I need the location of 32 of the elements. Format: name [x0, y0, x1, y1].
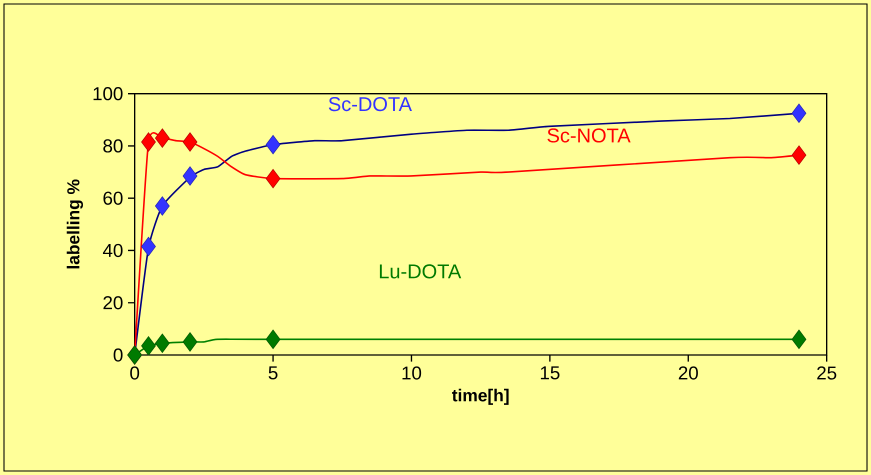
y-axis-title: labelling %	[66, 180, 83, 268]
point	[141, 336, 156, 356]
point	[266, 134, 280, 154]
y-tick-label: 40	[102, 244, 123, 258]
point	[792, 145, 806, 165]
point	[182, 132, 198, 152]
point	[155, 128, 170, 148]
x-tick-label: 0	[130, 366, 140, 380]
y-tick-label: 100	[94, 87, 123, 100]
point	[141, 132, 156, 152]
point	[266, 168, 280, 188]
point	[155, 334, 170, 353]
y-tick-label: 80	[103, 139, 123, 153]
x-tick-label: 20	[678, 366, 698, 380]
text: Lu-DOTA	[380, 264, 462, 278]
y-tick-label: 60	[103, 192, 123, 205]
x-tick-label: 15	[540, 366, 560, 380]
y-tick-label: 0	[114, 348, 123, 362]
x-tick-label: 5	[268, 366, 278, 380]
point	[155, 196, 170, 216]
text: Sc-NOTA	[547, 128, 631, 143]
point	[182, 166, 198, 186]
y-tick-label: 20	[103, 296, 123, 310]
point	[182, 332, 198, 352]
x-tick-label: 25	[817, 366, 836, 380]
point	[792, 330, 806, 349]
point	[266, 330, 280, 349]
text: Sc-DOTA	[328, 97, 412, 112]
x-axis-title: time[h]	[452, 388, 509, 405]
point	[141, 236, 156, 256]
point	[792, 104, 806, 123]
x-tick-label: 10	[402, 366, 422, 380]
